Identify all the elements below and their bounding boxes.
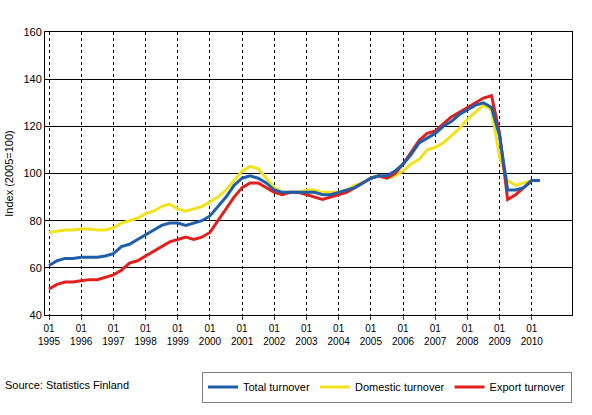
- svg-text:011999: 011999: [167, 323, 190, 347]
- svg-text:60: 60: [30, 262, 42, 274]
- svg-text:Export turnover: Export turnover: [490, 381, 566, 393]
- svg-text:011998: 011998: [134, 323, 157, 347]
- svg-text:140: 140: [23, 73, 41, 85]
- svg-text:40: 40: [30, 309, 42, 321]
- svg-text:012007: 012007: [424, 323, 447, 347]
- svg-text:012010: 012010: [521, 323, 544, 347]
- svg-text:100: 100: [23, 167, 41, 179]
- svg-text:Domestic turnover: Domestic turnover: [355, 381, 445, 393]
- svg-text:012006: 012006: [392, 323, 415, 347]
- svg-text:012002: 012002: [263, 323, 286, 347]
- svg-text:012009: 012009: [488, 323, 511, 347]
- svg-text:012005: 012005: [360, 323, 383, 347]
- svg-text:012001: 012001: [231, 323, 254, 347]
- svg-text:Source: Statistics Finland: Source: Statistics Finland: [5, 379, 129, 391]
- svg-text:011996: 011996: [70, 323, 93, 347]
- svg-text:012004: 012004: [328, 323, 351, 347]
- svg-text:160: 160: [23, 26, 41, 38]
- svg-text:011997: 011997: [102, 323, 125, 347]
- svg-text:120: 120: [23, 120, 41, 132]
- svg-text:011995: 011995: [38, 323, 61, 347]
- svg-text:012000: 012000: [199, 323, 222, 347]
- svg-text:012003: 012003: [295, 323, 318, 347]
- svg-text:Total turnover: Total turnover: [243, 381, 310, 393]
- svg-text:012008: 012008: [456, 323, 479, 347]
- svg-text:80: 80: [30, 215, 42, 227]
- svg-text:Index (2005=100): Index (2005=100): [3, 130, 15, 217]
